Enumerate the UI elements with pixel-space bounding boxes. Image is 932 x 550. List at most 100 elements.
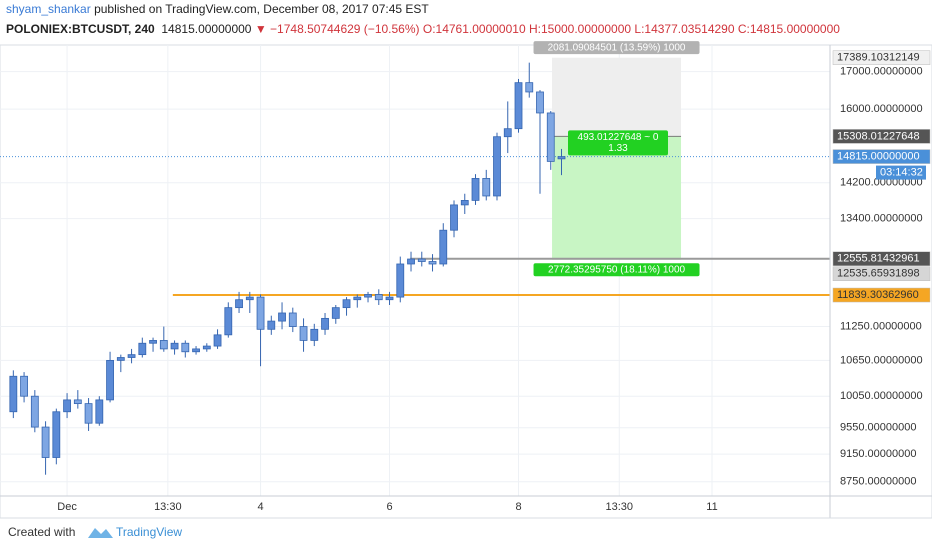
candle-body <box>321 317 329 330</box>
x-tick-label: 13:30 <box>154 501 182 513</box>
candle-body <box>20 375 28 397</box>
candle-body <box>374 294 383 301</box>
price-box <box>832 50 931 65</box>
price-box <box>832 287 931 303</box>
candle-body <box>52 411 61 458</box>
candle-body <box>471 178 480 201</box>
price-box-label: 15308.01227648 <box>837 130 920 142</box>
candle-body <box>353 296 362 301</box>
bottom-label-box <box>533 263 700 277</box>
created-with: Created with <box>8 525 75 539</box>
candle-body <box>396 263 405 298</box>
y-tick-label: 10650.00000000 <box>840 354 923 366</box>
stop-zone <box>552 57 682 137</box>
candle-body <box>331 307 340 319</box>
price-box <box>832 251 931 267</box>
candle-body <box>63 399 71 413</box>
open: O:14761.00000010 <box>422 22 526 36</box>
candle-body <box>159 340 168 350</box>
candle-body <box>450 204 458 231</box>
published: published on TradingView.com, December 0… <box>94 2 429 16</box>
y-tick-label: 9150.00000000 <box>840 448 916 460</box>
candle-body <box>514 82 523 130</box>
price-box <box>832 129 931 144</box>
candle-body <box>460 200 469 206</box>
arrow: ▼ <box>254 22 267 36</box>
candle-body <box>95 399 104 424</box>
candle-body <box>385 296 394 301</box>
candle-body <box>9 375 18 413</box>
candle-body <box>299 326 308 341</box>
candle-body <box>256 296 265 330</box>
candle-body <box>106 359 114 401</box>
candle-body <box>181 342 190 353</box>
candle-body <box>170 342 179 350</box>
candle-body <box>546 112 555 162</box>
candle-body <box>127 354 136 358</box>
header: shyam_shankar published on TradingView.c… <box>0 0 932 44</box>
price-box-label: 12535.65931898 <box>837 268 920 280</box>
candle-body <box>493 136 501 197</box>
pane-border <box>0 44 932 519</box>
candle-body <box>202 345 211 350</box>
x-tick-label: Dec <box>57 501 77 513</box>
candle-body <box>439 229 448 265</box>
symbol: POLONIEX:BTCUSDT, 240 <box>6 22 155 36</box>
candle-body <box>192 348 200 353</box>
y-tick-label: 11250.00000000 <box>840 320 922 332</box>
y-tick-label: 8750.00000000 <box>840 476 916 488</box>
high: H:15000.00000000 <box>528 22 632 36</box>
price-box-label: 14815.00000000 <box>837 151 920 163</box>
y-tick-label: 16000.00000000 <box>840 103 923 115</box>
candle-body <box>73 399 82 405</box>
candle-body <box>310 328 319 341</box>
candle-body <box>536 91 544 114</box>
x-tick-label: 6 <box>386 501 392 513</box>
author[interactable]: shyam_shankar <box>6 2 91 16</box>
price-box-label: 12555.81432961 <box>837 253 920 265</box>
candle-body <box>407 258 415 265</box>
middle-label: 493.01227648 ~ 0 <box>578 132 659 143</box>
candle-body <box>417 258 426 262</box>
publish-line: shyam_shankar published on TradingView.c… <box>6 2 429 16</box>
price-box <box>832 266 931 282</box>
countdown: 03:14:32 <box>880 167 923 179</box>
y-tick-label: 9550.00000000 <box>840 422 916 434</box>
candle-body <box>278 312 286 322</box>
middle-label-box <box>568 130 668 156</box>
x-tick-label: 4 <box>257 501 263 513</box>
y-tick-label: 13400.00000000 <box>840 212 923 224</box>
candle-body <box>224 307 233 336</box>
price-box-label: 17389.10312149 <box>837 52 920 64</box>
price-box <box>832 149 931 164</box>
logo-icon <box>88 528 113 538</box>
x-tick-label: 11 <box>706 501 717 513</box>
change: −1748.50744629 (−10.56%) <box>270 22 420 36</box>
y-tick-label: 10050.00000000 <box>840 390 923 402</box>
symbol-line: POLONIEX:BTCUSDT, 240 14815.00000000 ▼ −… <box>6 22 840 36</box>
candle-body <box>503 128 512 138</box>
y-tick-label: 14200.00000000 <box>840 177 923 189</box>
candle-body <box>288 312 297 327</box>
candle-body <box>116 357 125 361</box>
candle-body <box>41 426 50 458</box>
top-label-box <box>533 41 700 55</box>
y-tick-label: 17000.00000000 <box>840 66 923 78</box>
low: L:14377.03514290 <box>634 22 735 36</box>
price-box-label: 11839.30362960 <box>837 289 919 301</box>
candle-body <box>342 299 351 309</box>
brand[interactable]: TradingView <box>116 525 182 539</box>
candle-body <box>482 178 491 197</box>
bottom-label: 2772.35295750 (18.11%) 1000 <box>548 264 686 275</box>
x-tick-label: 13:30 <box>606 501 634 513</box>
candle-body <box>84 403 93 424</box>
candle-body <box>138 342 147 356</box>
top-label: 2081.09084501 (13.59%) 1000 <box>548 42 686 53</box>
candle-body <box>213 334 222 347</box>
candle-body <box>267 320 276 330</box>
candle-body <box>428 261 437 265</box>
candle-body <box>557 156 566 160</box>
ratio-label: 1.33 <box>608 143 628 154</box>
